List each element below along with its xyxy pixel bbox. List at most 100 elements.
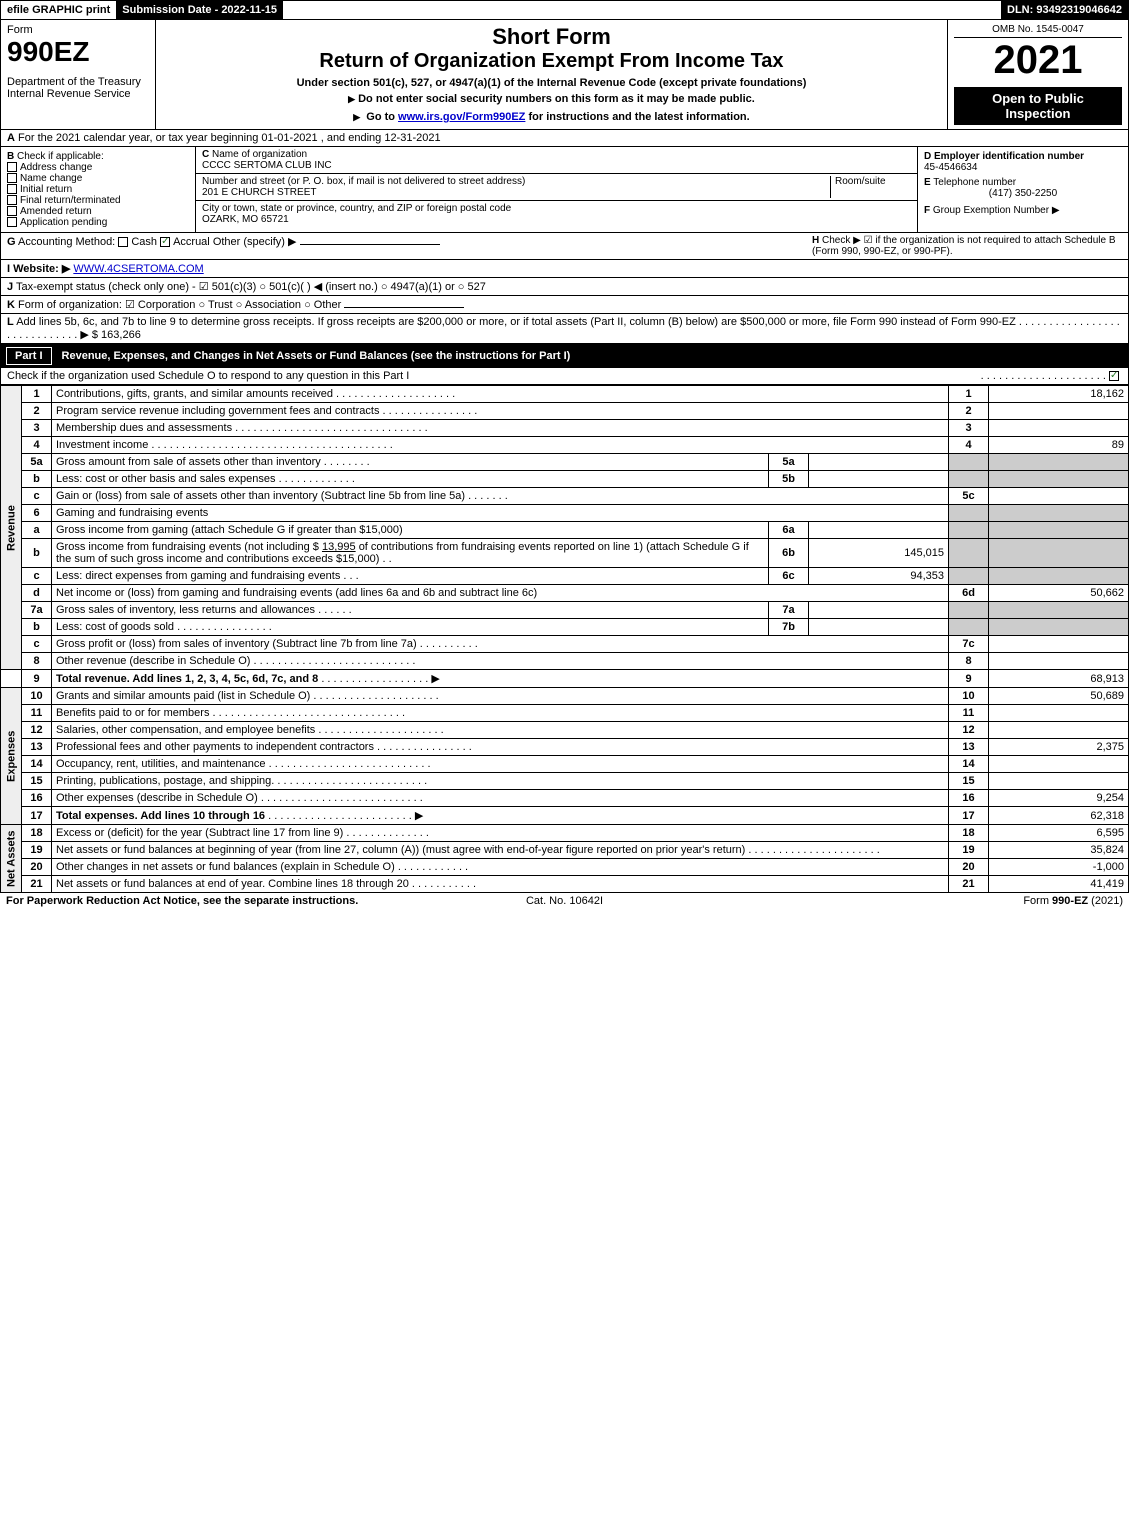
- row-k: K Form of organization: ☑ Corporation ○ …: [0, 296, 1129, 314]
- dln-cell: DLN: 93492319046642: [1001, 1, 1128, 19]
- box-3: 3: [949, 420, 989, 437]
- ssn-warning: Do not enter social security numbers on …: [162, 93, 941, 105]
- n-2: 2: [22, 403, 52, 420]
- row-4: 4 Investment income . . . . . . . . . . …: [1, 437, 1129, 454]
- row-i: I Website: ▶ WWW.4CSERTOMA.COM: [0, 260, 1129, 278]
- box-10: 10: [949, 688, 989, 705]
- efile-label: efile GRAPHIC print: [7, 4, 110, 16]
- n-4: 4: [22, 437, 52, 454]
- c-letter: C: [202, 149, 209, 160]
- d-7c: Gross profit or (loss) from sales of inv…: [56, 638, 417, 650]
- part-1-check-text: Check if the organization used Schedule …: [7, 370, 409, 382]
- goto-link[interactable]: www.irs.gov/Form990EZ: [398, 111, 525, 123]
- ibox-5a: 5a: [769, 454, 809, 471]
- n-8: 8: [22, 653, 52, 670]
- n-21: 21: [22, 876, 52, 893]
- cb-initial-return[interactable]: Initial return: [7, 184, 189, 195]
- row-13: 13 Professional fees and other payments …: [1, 739, 1129, 756]
- box-2: 2: [949, 403, 989, 420]
- b-header: B Check if applicable:: [7, 151, 189, 162]
- row-2: 2 Program service revenue including gove…: [1, 403, 1129, 420]
- k-letter: K: [7, 299, 15, 311]
- d-6: Gaming and fundraising events: [52, 505, 949, 522]
- form-number: 990EZ: [7, 36, 149, 68]
- row-17: 17 Total expenses. Add lines 10 through …: [1, 807, 1129, 825]
- d-letter: D: [924, 151, 931, 162]
- amt-14: [989, 756, 1129, 773]
- n-18: 18: [22, 825, 52, 842]
- iamt-5a: [809, 454, 949, 471]
- amt-1: 18,162: [989, 386, 1129, 403]
- grey-5b: [949, 471, 989, 488]
- cb-label-4: Amended return: [20, 206, 92, 217]
- grey-6c: [949, 568, 989, 585]
- cb-amended-return[interactable]: Amended return: [7, 206, 189, 217]
- cb-label-5: Application pending: [20, 217, 107, 228]
- arrow-icon: [353, 111, 363, 123]
- box-14: 14: [949, 756, 989, 773]
- n-5b: b: [22, 471, 52, 488]
- l-letter: L: [7, 316, 14, 328]
- box-13: 13: [949, 739, 989, 756]
- box-16: 16: [949, 790, 989, 807]
- k-other-input[interactable]: [344, 307, 464, 308]
- cb-application-pending[interactable]: Application pending: [7, 217, 189, 228]
- box-15: 15: [949, 773, 989, 790]
- d-6d: Net income or (loss) from gaming and fun…: [56, 587, 537, 599]
- row-9: 9 Total revenue. Add lines 1, 2, 3, 4, 5…: [1, 670, 1129, 688]
- d-5a: Gross amount from sale of assets other t…: [56, 456, 321, 468]
- n-6d: d: [22, 585, 52, 602]
- ibox-6a: 6a: [769, 522, 809, 539]
- addr-label: Number and street (or P. O. box, if mail…: [202, 176, 525, 187]
- row-12: 12 Salaries, other compensation, and emp…: [1, 722, 1129, 739]
- g-letter: G: [7, 236, 16, 248]
- cb-address-change[interactable]: Address change: [7, 162, 189, 173]
- amt-21: 41,419: [989, 876, 1129, 893]
- cb-final-return[interactable]: Final return/terminated: [7, 195, 189, 206]
- g-label: Accounting Method:: [18, 236, 115, 248]
- n-6b: b: [22, 539, 52, 568]
- footer-center: Cat. No. 10642I: [378, 895, 750, 907]
- ibox-5b: 5b: [769, 471, 809, 488]
- part-1-tag: Part I: [6, 347, 52, 365]
- box-11: 11: [949, 705, 989, 722]
- grey-5a: [949, 454, 989, 471]
- iamt-5b: [809, 471, 949, 488]
- underline-6b: 13,995: [322, 541, 356, 553]
- cb-accrual[interactable]: [160, 237, 170, 247]
- row-6d: d Net income or (loss) from gaming and f…: [1, 585, 1129, 602]
- section-expenses: Expenses: [1, 688, 22, 825]
- amt-2: [989, 403, 1129, 420]
- grey-amt-5a: [989, 454, 1129, 471]
- row-14: 14 Occupancy, rent, utilities, and maint…: [1, 756, 1129, 773]
- row-7a: 7a Gross sales of inventory, less return…: [1, 602, 1129, 619]
- box-6d: 6d: [949, 585, 989, 602]
- box-7c: 7c: [949, 636, 989, 653]
- room-suite: Room/suite: [831, 176, 911, 198]
- n-7b: b: [22, 619, 52, 636]
- cb-schedule-o[interactable]: [1109, 371, 1119, 381]
- other-specify-input[interactable]: [300, 244, 440, 245]
- section-revenue: Revenue: [1, 386, 22, 670]
- header-center: Short Form Return of Organization Exempt…: [156, 20, 948, 129]
- box-12: 12: [949, 722, 989, 739]
- a-letter: A: [7, 132, 15, 144]
- k-text: Form of organization: ☑ Corporation ○ Tr…: [18, 299, 341, 311]
- info-block: B Check if applicable: Address change Na…: [0, 147, 1129, 233]
- n-17: 17: [22, 807, 52, 825]
- ein-label: Employer identification number: [934, 151, 1084, 162]
- amt-5c: [989, 488, 1129, 505]
- grey-amt-7b: [989, 619, 1129, 636]
- grey-amt-7a: [989, 602, 1129, 619]
- website-link[interactable]: WWW.4CSERTOMA.COM: [73, 263, 203, 275]
- ledger-table: Revenue 1 Contributions, gifts, grants, …: [0, 385, 1129, 893]
- goto-line: Go to www.irs.gov/Form990EZ for instruct…: [162, 111, 941, 123]
- page-footer: For Paperwork Reduction Act Notice, see …: [0, 893, 1129, 909]
- grey-amt-6c: [989, 568, 1129, 585]
- cb-name-change[interactable]: Name change: [7, 173, 189, 184]
- n-7a: 7a: [22, 602, 52, 619]
- amt-17: 62,318: [989, 807, 1129, 825]
- row-g: G Accounting Method: Cash Accrual Other …: [0, 233, 1129, 260]
- d-7b: Less: cost of goods sold: [56, 621, 174, 633]
- cb-cash[interactable]: [118, 237, 128, 247]
